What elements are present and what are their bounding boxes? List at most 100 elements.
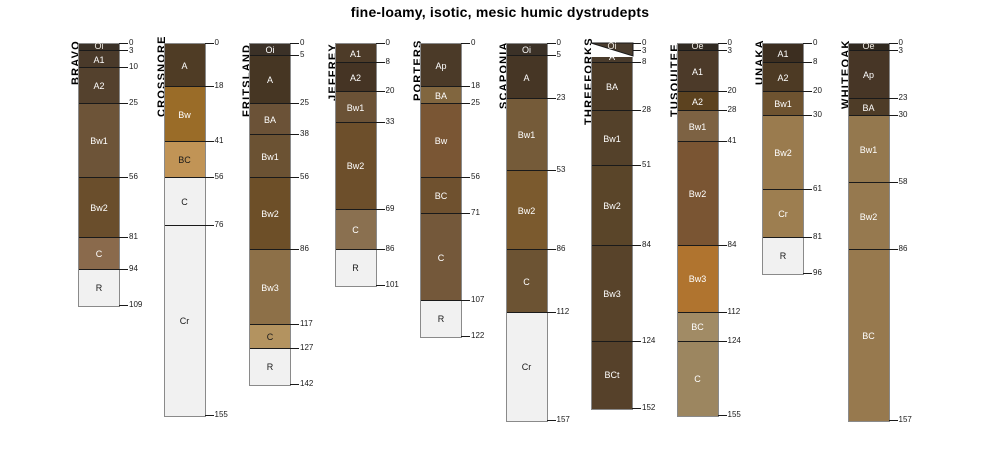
horizon-bw2[interactable]	[335, 123, 376, 210]
depth-tick	[290, 55, 299, 56]
horizon-ba[interactable]	[421, 87, 461, 104]
depth-label: 76	[214, 220, 224, 230]
horizon-oi[interactable]	[250, 44, 290, 56]
depth-tick	[803, 62, 812, 64]
horizon-bw[interactable]	[421, 104, 461, 179]
horizon-bw1[interactable]	[592, 111, 632, 167]
horizon-bc[interactable]	[164, 142, 205, 179]
horizon-oi[interactable]	[506, 44, 547, 56]
horizon-label: C	[694, 373, 701, 384]
horizon-cr[interactable]	[506, 312, 547, 421]
depth-label: 8	[813, 57, 818, 67]
horizon-c[interactable]	[506, 250, 547, 313]
horizon-oe[interactable]	[848, 44, 889, 52]
horizon-bw1[interactable]	[763, 92, 803, 116]
depth-tick	[119, 177, 128, 179]
depth-label: 0	[642, 38, 647, 47]
horizon-label: Oi	[607, 41, 617, 51]
horizon-ba[interactable]	[848, 99, 889, 116]
horizon-label: Ap	[435, 60, 447, 71]
horizon-label: Ap	[862, 70, 874, 81]
horizon-bw1[interactable]	[250, 135, 290, 179]
horizon-a1[interactable]	[335, 44, 376, 64]
depth-label: 41	[214, 136, 224, 146]
depth-tick	[375, 208, 385, 210]
horizon-c[interactable]	[677, 341, 718, 416]
depth-label: 0	[813, 38, 818, 47]
horizon-bw2[interactable]	[848, 183, 889, 251]
horizon-label: Bw3	[603, 288, 621, 299]
horizon-c[interactable]	[421, 214, 461, 301]
depth-tick	[632, 62, 641, 64]
horizon-bc[interactable]	[848, 250, 889, 421]
depth-tick	[717, 50, 727, 52]
depth-label: 86	[556, 244, 566, 254]
horizon-oi[interactable]	[79, 44, 119, 52]
horizon-a1[interactable]	[677, 51, 718, 92]
horizon-bw3[interactable]	[592, 245, 632, 342]
horizon-bw1[interactable]	[848, 116, 889, 184]
horizon-a[interactable]	[506, 56, 547, 100]
horizon-ba[interactable]	[250, 104, 290, 136]
horizon-a1[interactable]	[79, 51, 119, 68]
depth-label: 28	[727, 105, 737, 115]
horizon-bw2[interactable]	[677, 142, 718, 246]
horizon-label: BA	[605, 82, 618, 93]
horizon-label: Bw1	[90, 136, 108, 147]
horizon-bct[interactable]	[592, 341, 632, 409]
horizon-label: Bw	[178, 109, 191, 120]
horizon-c[interactable]	[164, 178, 205, 227]
horizon-a2[interactable]	[79, 68, 119, 104]
depth-tick	[888, 249, 898, 251]
horizon-label: Oi	[265, 45, 275, 55]
horizon-bw1[interactable]	[79, 104, 119, 179]
depth-tick	[803, 43, 812, 44]
depth-tick	[632, 407, 641, 409]
horizon-cr[interactable]	[763, 190, 803, 239]
horizon-oe[interactable]	[677, 44, 718, 52]
horizon-bc[interactable]	[677, 312, 718, 342]
horizon-r[interactable]	[250, 348, 290, 385]
horizon-bw2[interactable]	[506, 171, 547, 251]
horizon-bw1[interactable]	[335, 92, 376, 124]
horizon-label: BC	[862, 330, 875, 341]
horizon-r[interactable]	[421, 300, 461, 337]
horizon-label: A1	[777, 48, 789, 59]
horizon-a2[interactable]	[677, 92, 718, 112]
horizon-a[interactable]	[250, 56, 290, 104]
profile-bar: Oi A BA Bw1 Bw2 Bw3 C R	[249, 43, 291, 386]
horizon-ap[interactable]	[421, 44, 461, 88]
horizon-bw3[interactable]	[677, 245, 718, 313]
depth-tick	[717, 311, 727, 313]
horizon-r[interactable]	[763, 238, 803, 275]
horizon-a1[interactable]	[763, 44, 803, 64]
horizon-bw2[interactable]	[79, 178, 119, 239]
depth-label: 10	[129, 62, 138, 71]
horizon-c[interactable]	[250, 324, 290, 349]
depth-label: 20	[727, 86, 737, 95]
horizon-r[interactable]	[335, 250, 376, 287]
horizon-a2[interactable]	[763, 63, 803, 92]
depth-label: 86	[898, 244, 908, 254]
horizon-bw[interactable]	[164, 87, 205, 143]
horizon-ba[interactable]	[592, 63, 632, 112]
horizon-bw1[interactable]	[677, 111, 718, 143]
horizon-c[interactable]	[79, 238, 119, 270]
horizon-label: A2	[93, 81, 105, 91]
horizon-c[interactable]	[335, 209, 376, 251]
horizon-bw2[interactable]	[592, 166, 632, 246]
horizon-a2[interactable]	[335, 63, 376, 92]
horizon-bw2[interactable]	[250, 178, 290, 251]
horizon-bw1[interactable]	[506, 99, 547, 172]
depth-tick	[461, 299, 470, 301]
horizon-r[interactable]	[79, 269, 119, 306]
horizon-a[interactable]	[164, 44, 205, 88]
horizon-bc[interactable]	[421, 178, 461, 215]
horizon-label: Bw3	[688, 274, 707, 285]
horizon-cr[interactable]	[164, 226, 205, 416]
horizon-label: Bw2	[859, 211, 878, 222]
horizon-ap[interactable]	[848, 51, 889, 100]
profile-bar: Oi A1 A2 Bw1 Bw2 C R	[78, 41, 120, 307]
horizon-bw3[interactable]	[250, 250, 290, 325]
horizon-bw2[interactable]	[763, 116, 803, 191]
